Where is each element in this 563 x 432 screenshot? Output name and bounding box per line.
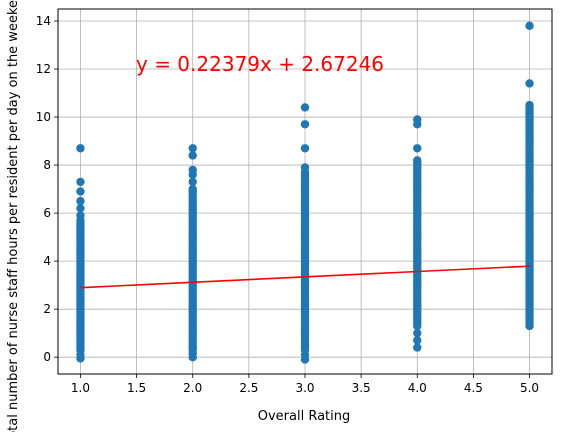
data-point: [525, 79, 534, 88]
x-tick-label: 5.0: [520, 381, 539, 395]
data-point: [413, 115, 422, 124]
data-point: [76, 350, 85, 359]
x-axis-label: Overall Rating: [258, 409, 351, 424]
data-point: [188, 144, 197, 153]
y-tick-label: 12: [36, 62, 51, 76]
data-point: [525, 100, 534, 110]
y-axis-label: Total number of nurse staff hours per re…: [6, 0, 21, 432]
data-point: [413, 343, 422, 352]
data-points: [76, 21, 534, 364]
data-point: [188, 184, 197, 194]
data-point: [188, 151, 197, 160]
x-tick-label: 1.0: [71, 381, 90, 395]
regression-line: [80, 265, 530, 289]
data-point: [413, 328, 422, 338]
x-tick-label: 4.0: [408, 381, 427, 395]
regression-line-segment: [80, 265, 530, 289]
data-point: [300, 163, 310, 172]
data-point: [76, 177, 85, 187]
x-tick-label: 1.5: [127, 381, 146, 395]
y-tick-label: 10: [36, 110, 51, 124]
data-point: [300, 103, 310, 112]
data-point: [76, 144, 85, 153]
data-point: [300, 350, 310, 359]
data-point: [525, 21, 534, 31]
y-tick-label: 0: [43, 350, 51, 364]
data-point: [76, 211, 85, 220]
data-point: [300, 144, 310, 153]
x-tick-label: 2.5: [239, 381, 258, 395]
x-tick-label: 3.0: [295, 381, 314, 395]
x-tick-label: 2.0: [183, 381, 202, 395]
data-point: [76, 196, 85, 206]
y-tick-label: 8: [43, 158, 51, 172]
y-tick-label: 14: [36, 14, 51, 28]
y-tick-label: 2: [43, 302, 51, 316]
data-point: [413, 156, 422, 165]
data-point: [188, 349, 197, 358]
data-point: [300, 120, 310, 129]
x-tick-label: 3.5: [352, 381, 371, 395]
data-point: [188, 177, 197, 187]
data-point: [188, 165, 197, 175]
data-point: [76, 187, 85, 196]
x-tick-label: 4.5: [464, 381, 483, 395]
data-point: [76, 204, 85, 213]
data-point: [413, 144, 422, 153]
axis-ticks: 1.0 1.5 2.0 2.5 3.0 3.5 4.0 4.5 5.0 0 2 4 6 8 10 12 14: [36, 14, 539, 395]
y-tick-label: 4: [43, 254, 51, 268]
y-tick-label: 6: [43, 206, 51, 220]
data-point: [413, 336, 422, 345]
regression-equation: y = 0.22379x + 2.67246: [136, 52, 384, 76]
